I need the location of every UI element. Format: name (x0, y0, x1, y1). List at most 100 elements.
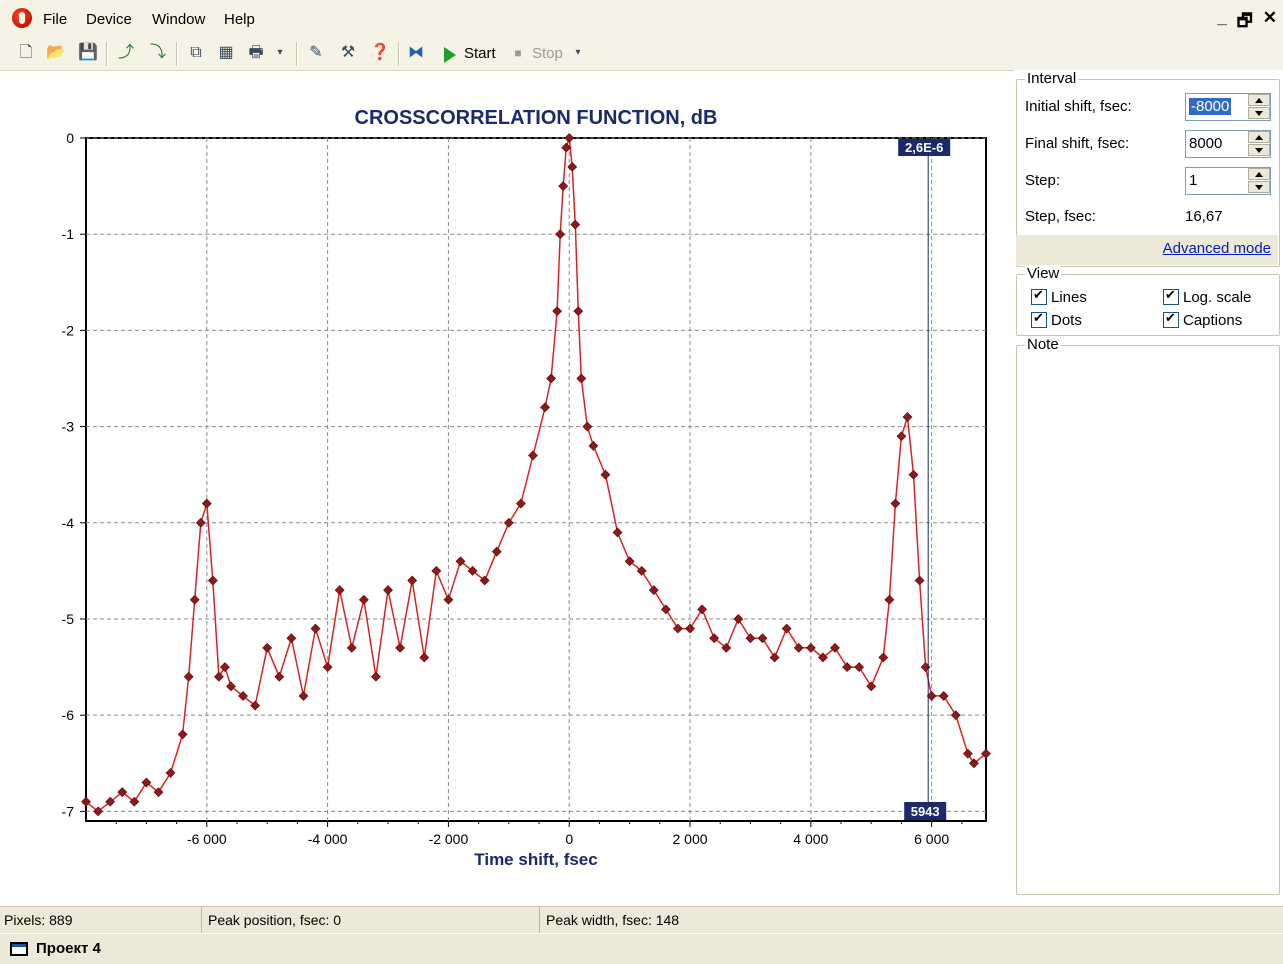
data-point (213, 671, 224, 682)
initial-shift-input[interactable]: -8000 (1189, 98, 1232, 115)
data-point (358, 594, 369, 605)
data-point (153, 787, 164, 798)
log-scale-label: Log. scale (1183, 289, 1252, 306)
new-file-icon[interactable]: 🗋 (19, 44, 33, 61)
dots-checkbox[interactable] (1031, 310, 1047, 328)
calculator-icon[interactable]: ▦ (218, 44, 234, 61)
step-fsec-label: Step, fsec: (1025, 208, 1096, 225)
data-point (220, 662, 230, 673)
data-point (129, 796, 140, 807)
data-point (431, 565, 442, 576)
final-shift-label: Final shift, fsec: (1025, 135, 1130, 152)
toolbar-separator (398, 42, 400, 66)
note-title: Note (1025, 336, 1061, 353)
spin-down-button[interactable] (1248, 144, 1270, 156)
toolbar-more-icon[interactable]: ▾ (575, 47, 581, 58)
step-stepper[interactable]: 1 (1185, 167, 1271, 195)
print-icon[interactable]: 🖶 (248, 44, 264, 61)
export-icon[interactable]: ⤵ (149, 44, 166, 61)
lines-label: Lines (1051, 289, 1087, 306)
spin-up-button[interactable] (1248, 94, 1270, 106)
final-shift-input[interactable]: 8000 (1189, 135, 1223, 152)
data-point (878, 652, 889, 663)
start-button[interactable]: Start (464, 45, 496, 62)
close-button[interactable]: ✕ (1262, 8, 1277, 27)
status-pixels: Pixels: 889 (0, 907, 202, 933)
data-point (491, 546, 502, 557)
crosscorrelation-chart[interactable]: CROSSCORRELATION FUNCTION, dB-6 000 -4 00… (6, 72, 1008, 904)
spin-up-button[interactable] (1248, 168, 1270, 180)
center-peak-icon[interactable]: ⧓ (408, 44, 424, 61)
data-point (854, 662, 865, 673)
data-point (81, 796, 91, 807)
data-point (195, 517, 206, 528)
menu-bar: File Device Window Help _ 🗗 ✕ (0, 0, 1283, 39)
log-scale-checkbox[interactable] (1163, 287, 1179, 305)
menu-file[interactable]: File (43, 11, 68, 28)
task-project-4[interactable]: Проект 4 (36, 940, 101, 957)
data-point (334, 585, 345, 596)
initial-shift-stepper[interactable]: -8000 (1185, 93, 1271, 121)
data-point (890, 498, 901, 509)
mdi-taskbar: Проект 4 (0, 933, 1283, 964)
y-tick-label: -2 (62, 322, 75, 338)
captions-checkbox[interactable] (1163, 310, 1179, 328)
data-point (274, 671, 285, 682)
data-point (842, 662, 852, 673)
data-point (567, 161, 578, 172)
settings-panel: Interval Initial shift, fsec: -8000 Fina… (1014, 70, 1283, 904)
x-tick-label: 4 000 (793, 831, 828, 847)
step-label: Step: (1025, 172, 1061, 189)
spin-up-button[interactable] (1248, 131, 1270, 143)
step-input[interactable]: 1 (1189, 172, 1198, 189)
lines-checkbox[interactable] (1031, 287, 1047, 305)
data-point (117, 787, 128, 798)
print-dropdown-icon[interactable]: ▾ (277, 47, 283, 58)
help-icon[interactable]: ❓ (370, 44, 390, 61)
tools-icon[interactable]: ⚒ (340, 44, 356, 61)
menu-device[interactable]: Device (86, 11, 132, 28)
data-point (757, 633, 768, 644)
x-axis-label: Time shift, fsec (474, 850, 597, 869)
cursor-y-badge (898, 139, 951, 156)
x-tick-label: 6 000 (914, 831, 949, 847)
final-shift-stepper[interactable]: 8000 (1185, 130, 1271, 158)
data-point (884, 594, 895, 605)
data-point (938, 691, 949, 701)
data-point (558, 181, 569, 192)
edit-icon[interactable]: ✎ (309, 44, 323, 61)
spin-down-button[interactable] (1248, 107, 1270, 119)
note-textarea[interactable] (1021, 356, 1275, 890)
data-point (805, 642, 816, 653)
data-point (896, 431, 907, 442)
data-point (745, 633, 756, 644)
import-icon[interactable]: ⤴ (117, 44, 134, 61)
menu-window[interactable]: Window (152, 11, 206, 28)
open-folder-icon[interactable]: 📂 (46, 44, 66, 61)
minimize-button[interactable]: _ (1217, 8, 1227, 27)
start-play-icon[interactable] (444, 47, 456, 63)
data-point (721, 642, 732, 653)
advanced-mode-link[interactable]: Advanced mode (1162, 240, 1271, 257)
y-tick-label: -5 (62, 611, 75, 627)
stop-button[interactable]: Stop (532, 45, 563, 62)
data-point (673, 623, 683, 634)
spin-down-button[interactable] (1248, 181, 1270, 193)
toolbar-separator (176, 42, 178, 66)
data-point (322, 662, 333, 673)
data-point (546, 373, 557, 384)
data-point (346, 642, 357, 653)
data-point (902, 412, 913, 422)
status-peak-position: Peak position, fsec: 0 (204, 907, 540, 933)
data-point (189, 594, 200, 605)
chart-title: CROSSCORRELATION FUNCTION, dB (355, 107, 718, 129)
menu-help[interactable]: Help (224, 11, 255, 28)
x-tick-label: -6 000 (187, 831, 227, 847)
save-icon[interactable]: 💾 (78, 44, 98, 61)
app-logo-icon[interactable] (12, 8, 32, 28)
restore-button[interactable]: 🗗 (1236, 11, 1253, 30)
status-bar: Pixels: 889 Peak position, fsec: 0 Peak … (0, 906, 1283, 933)
data-point (262, 642, 273, 653)
copy-icon[interactable]: ⧉ (190, 44, 202, 61)
chart-panel: CROSSCORRELATION FUNCTION, dB -6 000 -4 00… (6, 72, 1008, 904)
